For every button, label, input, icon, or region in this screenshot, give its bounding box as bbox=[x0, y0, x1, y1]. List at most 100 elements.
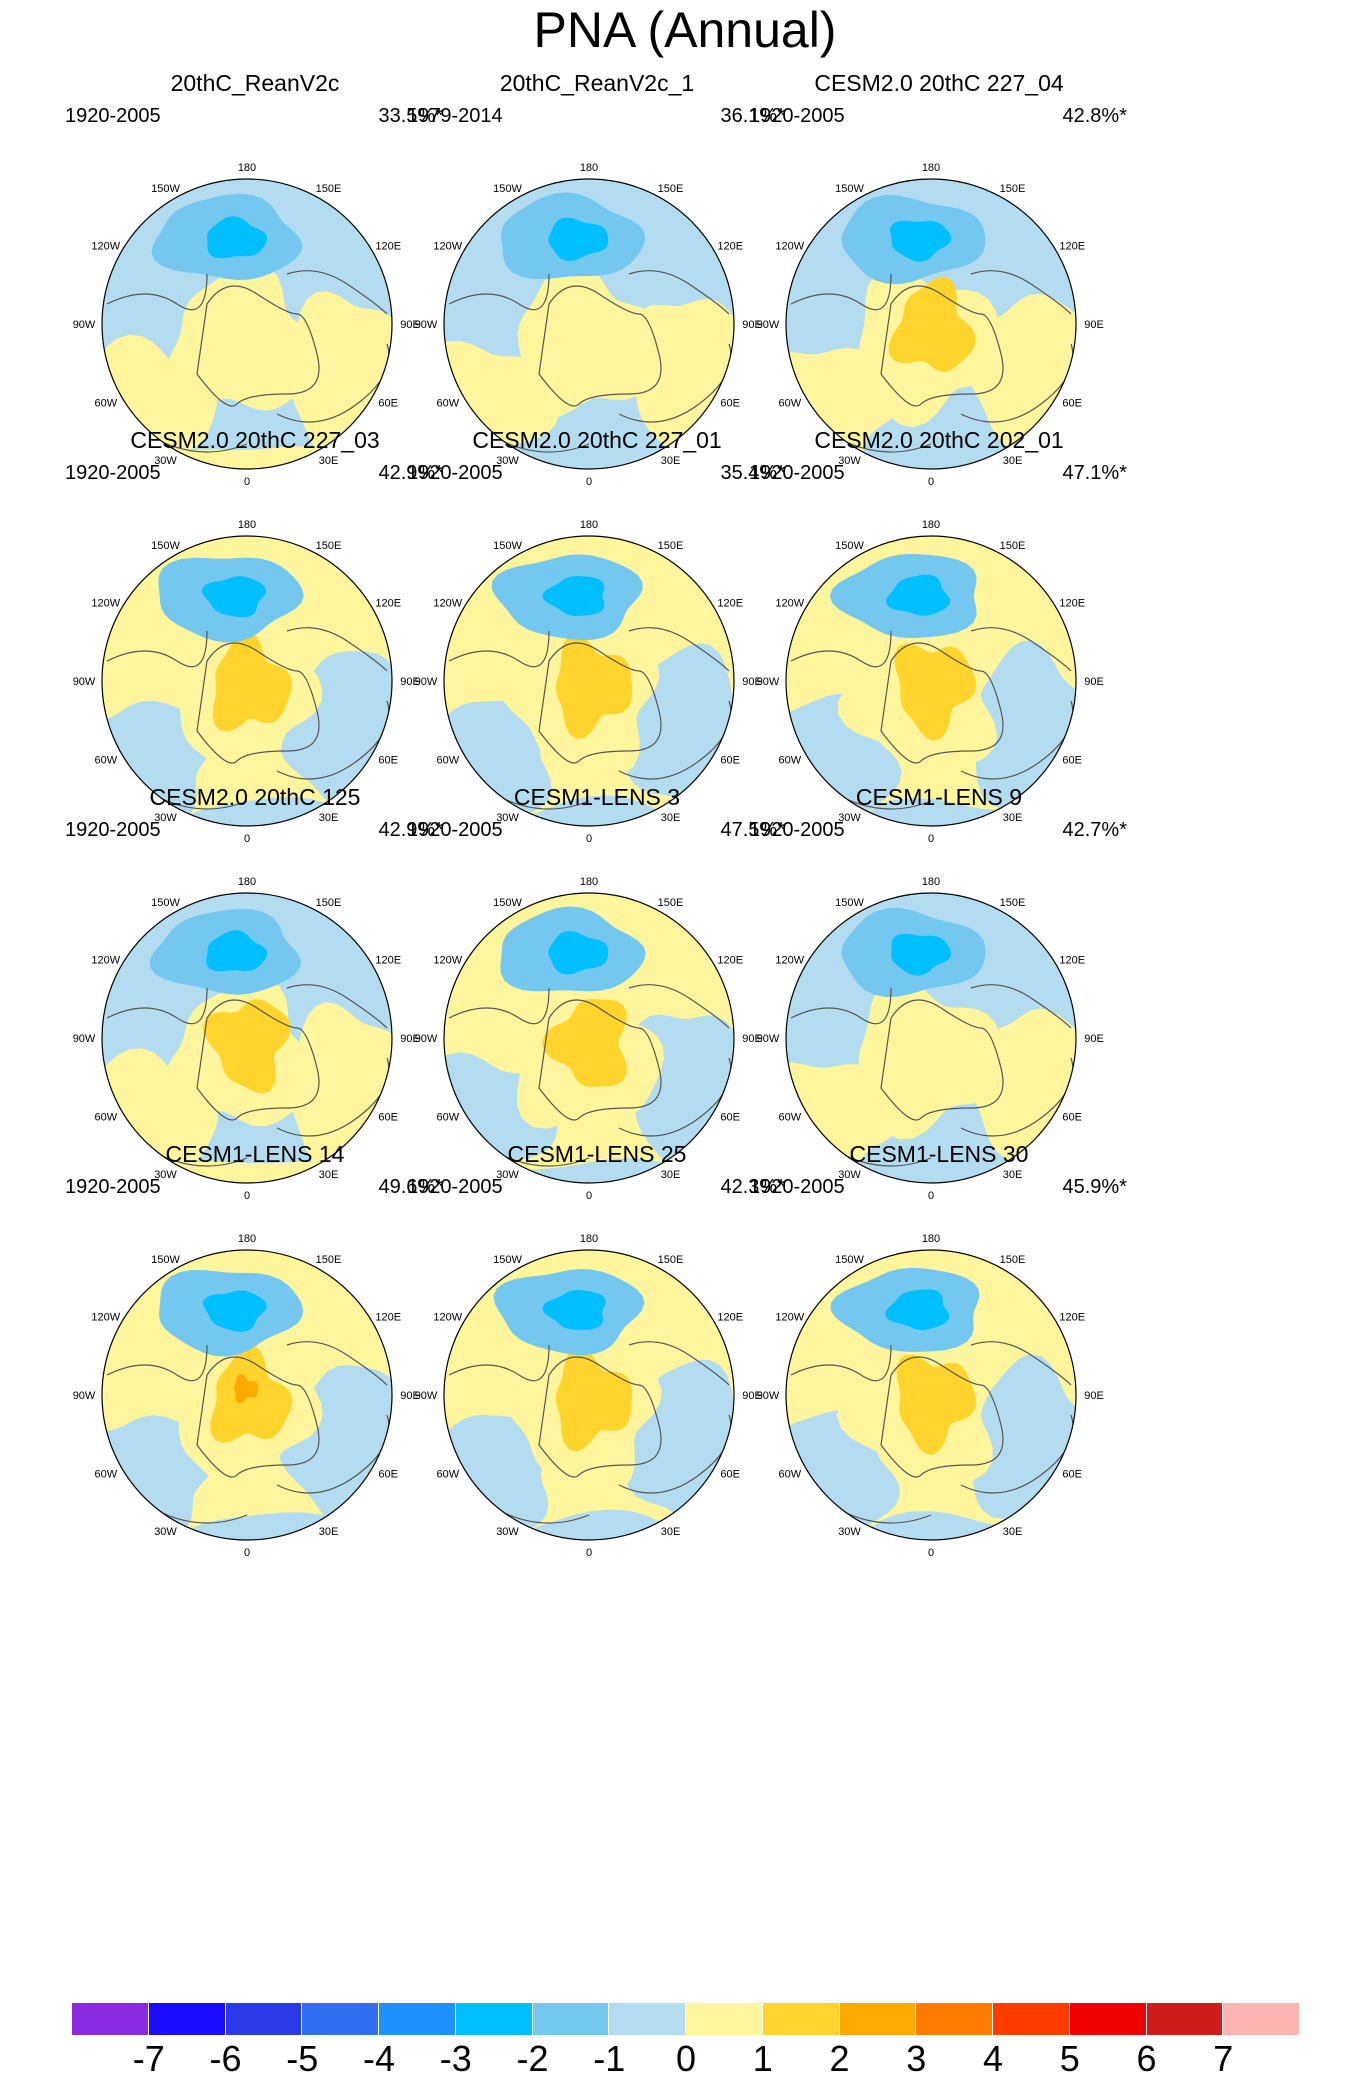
longitude-label: 120E bbox=[1059, 1312, 1085, 1324]
anomaly-region bbox=[102, 1415, 216, 1540]
longitude-label: 60E bbox=[1062, 1469, 1082, 1481]
longitude-label: 150E bbox=[316, 183, 342, 195]
coastline bbox=[628, 627, 730, 672]
longitude-label: 30E bbox=[319, 455, 339, 467]
longitude-label: 150W bbox=[835, 540, 864, 552]
negative-center-core bbox=[548, 931, 609, 975]
longitude-label: 30E bbox=[319, 1169, 339, 1181]
map-panel: CESM2.0 20thC 227_04 1920-2005 42.8%* 180 15… bbox=[711, 68, 1167, 543]
longitude-label: 0 bbox=[928, 1547, 934, 1559]
longitude-label: 150E bbox=[1000, 183, 1026, 195]
longitude-label: 30W bbox=[496, 1169, 519, 1181]
longitude-label: 120W bbox=[91, 598, 120, 610]
coastline bbox=[970, 984, 1072, 1029]
longitude-label: 150E bbox=[316, 540, 342, 552]
positive-center-core bbox=[542, 999, 627, 1087]
longitude-label: 60W bbox=[94, 1112, 117, 1124]
map-boundary bbox=[785, 892, 1077, 1184]
coastline bbox=[106, 273, 208, 311]
longitude-label: 180 bbox=[238, 162, 256, 174]
panel-title: CESM1-LENS 25 bbox=[507, 1141, 687, 1167]
longitude-label: 120E bbox=[375, 1312, 401, 1324]
colorbar-box bbox=[148, 2003, 226, 2035]
longitude-label: 180 bbox=[580, 1233, 598, 1245]
longitude-label: 120W bbox=[775, 955, 804, 967]
anomaly-region bbox=[102, 700, 214, 825]
anomaly-region bbox=[845, 1511, 1066, 1540]
longitude-label: 120E bbox=[1059, 241, 1085, 253]
longitude-label: 150W bbox=[151, 1254, 180, 1266]
polar-map: 180 150E 120E 90E 60E 30E 0 30W 60W 90W 120W 150W bbox=[415, 162, 762, 488]
longitude-label: 120W bbox=[433, 1312, 462, 1324]
polar-map: 180 150E 120E 90E 60E 30E 0 30W 60W 90W 120W 150W bbox=[757, 162, 1104, 488]
longitude-label: 120W bbox=[91, 955, 120, 967]
longitude-label: 180 bbox=[580, 519, 598, 531]
longitude-label: 30E bbox=[661, 812, 681, 824]
panel-title: CESM1-LENS 30 bbox=[849, 1141, 1029, 1167]
coastline bbox=[790, 987, 892, 1025]
coastline bbox=[448, 273, 550, 311]
coastline bbox=[538, 999, 662, 1121]
map-boundary bbox=[101, 1249, 393, 1541]
map-boundary bbox=[785, 535, 1077, 827]
longitude-label: 60E bbox=[720, 398, 740, 410]
map-panel: CESM1-LENS 14 1920-2005 49.6%* 180 150E 120E 9… bbox=[27, 1139, 483, 1614]
panel-title: CESM2.0 20thC 227_03 bbox=[130, 427, 380, 453]
panel-variance-percent: 42.8%* bbox=[1062, 105, 1128, 127]
coastline bbox=[880, 1356, 1004, 1478]
negative-center-core bbox=[885, 1289, 950, 1330]
coastline bbox=[880, 285, 1004, 407]
panel-variance-percent: 33.5%* bbox=[378, 105, 444, 127]
longitude-label: 90W bbox=[73, 319, 96, 331]
colorbar-label: -1 bbox=[593, 2038, 626, 2079]
longitude-label: 30E bbox=[319, 812, 339, 824]
colorbar-box bbox=[302, 2003, 379, 2035]
longitude-label: 90E bbox=[400, 1033, 420, 1045]
longitude-label: 60W bbox=[436, 1469, 459, 1481]
colorbar-box bbox=[455, 2003, 533, 2035]
panel-period: 1920-2005 bbox=[749, 462, 845, 484]
coastline bbox=[286, 627, 388, 672]
colorbar-box bbox=[225, 2003, 303, 2035]
colorbar-box bbox=[916, 2003, 993, 2035]
map-panel: CESM2.0 20thC 227_03 1920-2005 42.9%* 180 15… bbox=[27, 425, 483, 900]
positive-center-peak bbox=[234, 1374, 259, 1404]
longitude-label: 60W bbox=[94, 755, 117, 767]
positive-center bbox=[858, 978, 1003, 1140]
page-title: PNA (Annual) bbox=[533, 2, 837, 58]
longitude-label: 90E bbox=[400, 676, 420, 688]
panel-period: 1920-2005 bbox=[65, 105, 161, 127]
longitude-label: 120W bbox=[91, 1312, 120, 1324]
colorbar-label: -4 bbox=[362, 2038, 395, 2079]
longitude-label: 0 bbox=[586, 833, 592, 845]
longitude-label: 150E bbox=[658, 1254, 684, 1266]
coastline bbox=[196, 285, 320, 407]
longitude-label: 60E bbox=[1062, 755, 1082, 767]
colorbar-box bbox=[839, 2003, 917, 2035]
coastline bbox=[196, 1356, 320, 1478]
longitude-label: 30W bbox=[154, 1526, 177, 1538]
positive-center bbox=[517, 260, 663, 419]
longitude-label: 90E bbox=[1084, 319, 1104, 331]
longitude-label: 150E bbox=[1000, 897, 1026, 909]
colorbar-label: 7 bbox=[1213, 2038, 1234, 2079]
map-panel: 20thC_ReanV2c 1920-2005 33.5%* 180 150E 120E 9… bbox=[27, 68, 483, 543]
longitude-label: 90E bbox=[1084, 1033, 1104, 1045]
panel-period: 1979-2014 bbox=[407, 105, 503, 127]
longitude-label: 120E bbox=[375, 241, 401, 253]
longitude-label: 30E bbox=[1003, 1169, 1023, 1181]
longitude-label: 90W bbox=[757, 1033, 780, 1045]
longitude-label: 30E bbox=[1003, 812, 1023, 824]
negative-center-core bbox=[202, 1290, 267, 1332]
longitude-label: 150E bbox=[1000, 1254, 1026, 1266]
longitude-label: 30W bbox=[496, 455, 519, 467]
longitude-label: 30E bbox=[319, 1526, 339, 1538]
negative-center-core bbox=[548, 217, 609, 261]
colorbar-box bbox=[1069, 2003, 1147, 2035]
longitude-label: 150W bbox=[835, 1254, 864, 1266]
colorbar-label: -2 bbox=[516, 2038, 549, 2079]
panel-variance-percent: 42.7%* bbox=[1062, 819, 1128, 841]
longitude-label: 150E bbox=[658, 897, 684, 909]
polar-map: 180 150E 120E 90E 60E 30E 0 30W 60W 90W 120W 150W bbox=[757, 876, 1104, 1202]
panel-variance-percent: 42.9%* bbox=[378, 819, 444, 841]
